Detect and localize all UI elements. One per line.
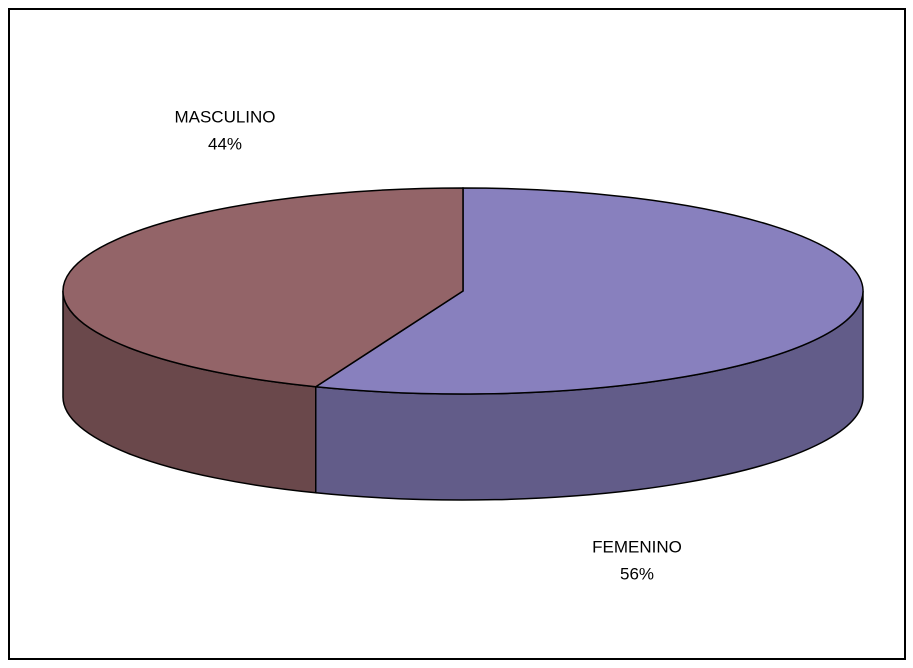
slice-top [62, 187, 464, 388]
slice-label: FEMENINO [592, 537, 682, 556]
value-label: 56% [620, 564, 654, 583]
slice-label: MASCULINO [174, 107, 275, 126]
slice-top [313, 187, 864, 395]
value-label: 44% [208, 134, 242, 153]
